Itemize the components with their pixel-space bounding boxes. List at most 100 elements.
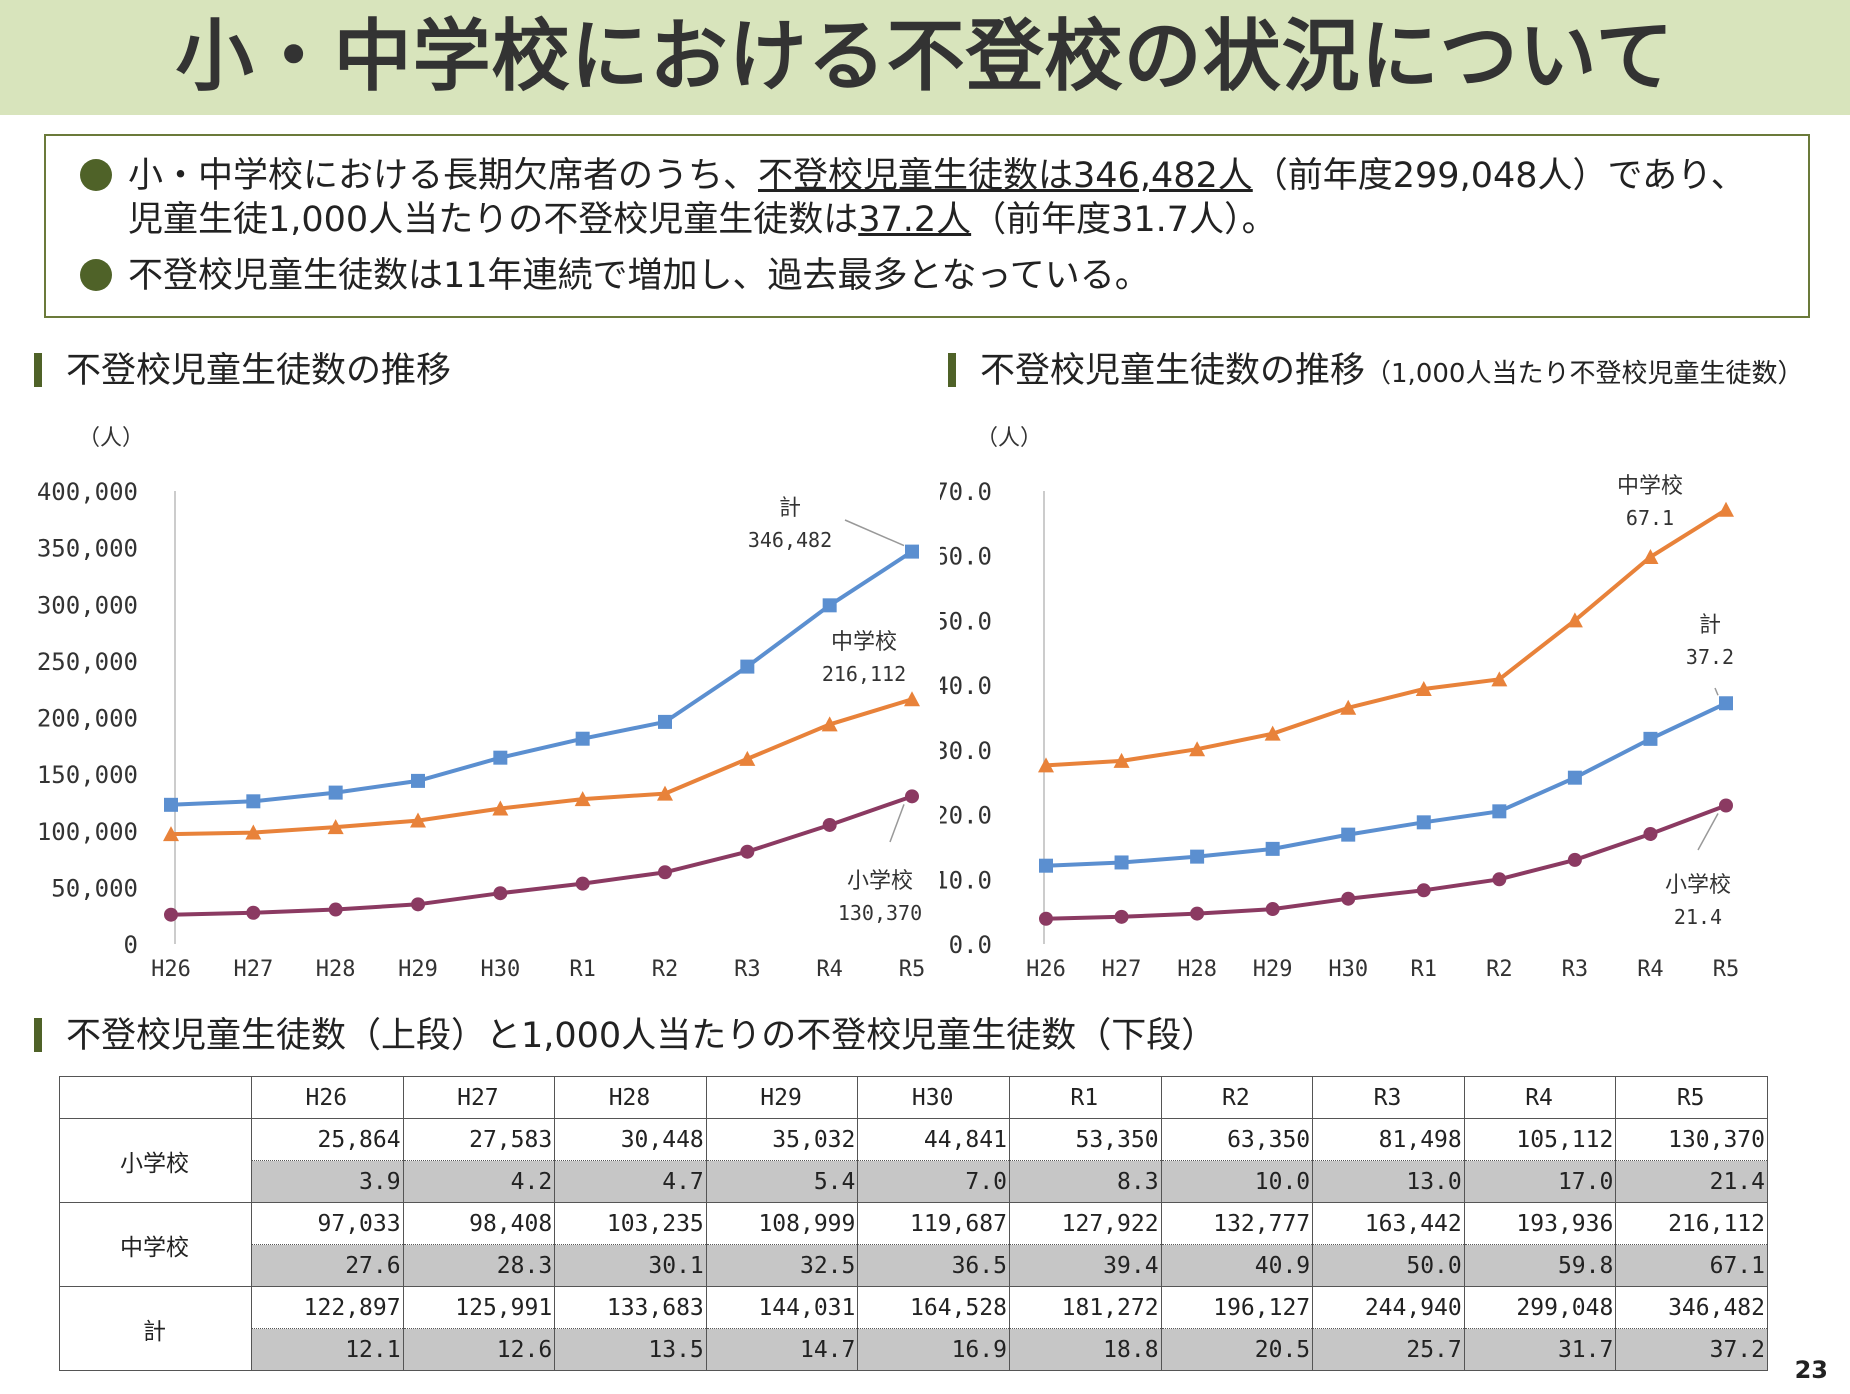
data-point-junior-high xyxy=(821,716,838,732)
title-banner: 小・中学校における不登校の状況について xyxy=(0,0,1850,115)
table-cell-rate: 27.6 xyxy=(251,1244,404,1287)
table-header-row: H26 H27 H28 H29 H30 R1 R2 R3 R4 R5 xyxy=(59,1076,1768,1119)
data-point-junior-high xyxy=(904,691,920,707)
data-point-total xyxy=(1114,855,1129,870)
table-row-rate: 12.1 12.6 13.5 14.7 16.9 18.8 20.5 25.7 31.7 37.2 xyxy=(60,1328,1768,1371)
data-point-elementary xyxy=(1190,906,1205,921)
y-tick-label: 30.0 xyxy=(940,737,992,765)
table-cell-count: 98,408 xyxy=(402,1202,556,1245)
table-cell-count: 27,583 xyxy=(402,1118,556,1161)
table-cell-count: 299,048 xyxy=(1463,1286,1617,1329)
section-marker-icon xyxy=(34,1018,42,1052)
data-table: H26 H27 H28 H29 H30 R1 R2 R3 R4 R5 小学校 25,864 27,58… xyxy=(59,1076,1768,1371)
table-column-header: H29 xyxy=(705,1076,859,1119)
summary-box: 小・中学校における長期欠席者のうち、不登校児童生徒数は346,482人（前年度2… xyxy=(44,134,1810,318)
table-cell-rate: 30.1 xyxy=(554,1244,707,1287)
x-tick-label: H26 xyxy=(151,957,191,982)
x-tick-label: R3 xyxy=(1562,957,1589,982)
table-cell-rate: 18.8 xyxy=(1008,1328,1162,1371)
data-point-junior-high xyxy=(163,826,179,842)
table-cell-rate: 3.9 xyxy=(251,1160,404,1203)
data-point-junior-high xyxy=(1340,699,1357,715)
data-point-total xyxy=(1492,804,1507,819)
table-cell-rate: 25.7 xyxy=(1312,1328,1465,1371)
table-cell-count: 119,687 xyxy=(857,1202,1010,1245)
table-column-header: R2 xyxy=(1160,1076,1314,1119)
table-column-header: H27 xyxy=(402,1076,556,1119)
bullet-dot-icon xyxy=(80,259,112,291)
data-point-elementary xyxy=(493,886,508,901)
y-tick-label: 60.0 xyxy=(940,543,992,571)
table-column-header: R4 xyxy=(1463,1076,1617,1119)
data-point-junior-high xyxy=(1189,741,1206,757)
table-cell-rate: 4.2 xyxy=(402,1160,556,1203)
table-row-count: 中学校 97,033 98,408 103,235 108,999 119,687 127,… xyxy=(59,1202,1768,1287)
table-row-label: 計 xyxy=(59,1286,252,1371)
x-tick-label: H26 xyxy=(1026,957,1066,982)
x-tick-label: H27 xyxy=(1102,957,1142,982)
x-tick-label: H28 xyxy=(1177,957,1217,982)
table-cell-count: 216,112 xyxy=(1615,1202,1768,1245)
highlight-total: 不登校児童生徒数は346,482人 xyxy=(758,156,1253,196)
y-tick-label: 40.0 xyxy=(940,672,992,700)
data-point-elementary xyxy=(658,865,672,880)
data-point-total xyxy=(164,797,178,812)
x-tick-label: H29 xyxy=(398,957,438,982)
data-point-total xyxy=(1567,770,1582,785)
table-cell-count: 103,235 xyxy=(554,1202,707,1245)
y-axis-unit: （人） xyxy=(78,426,144,451)
y-tick-label: 200,000 xyxy=(37,705,138,733)
x-tick-label: R2 xyxy=(1486,957,1513,982)
annotation-label-junior-high: 中学校 xyxy=(1617,474,1683,499)
table-cell-rate: 21.4 xyxy=(1615,1160,1768,1203)
data-point-elementary xyxy=(575,876,590,891)
annotation-value-junior-high: 67.1 xyxy=(1626,506,1674,530)
section-marker-icon xyxy=(34,353,42,387)
y-axis-unit: （人） xyxy=(976,426,1042,451)
table-column-header: H30 xyxy=(857,1076,1010,1119)
table-cell-rate: 28.3 xyxy=(402,1244,556,1287)
y-tick-label: 0.0 xyxy=(949,931,992,959)
y-tick-label: 150,000 xyxy=(37,761,138,789)
data-point-total xyxy=(493,750,508,765)
x-tick-label: R1 xyxy=(569,957,596,982)
annotation-label-junior-high: 中学校 xyxy=(831,630,897,655)
x-tick-label: R5 xyxy=(1713,957,1740,982)
series-line-elementary xyxy=(170,794,913,917)
table-cell-rate: 59.8 xyxy=(1463,1244,1617,1287)
x-tick-label: R5 xyxy=(899,957,926,982)
annotation-value-elementary: 130,370 xyxy=(838,901,922,925)
right-chart-title: 不登校児童生徒数の推移（1,000人当たり不登校児童生徒数） xyxy=(948,350,1803,395)
data-point-total xyxy=(822,598,837,613)
data-point-junior-high xyxy=(245,824,262,840)
data-point-total xyxy=(1039,858,1053,873)
annotation-value-total: 37.2 xyxy=(1686,645,1734,669)
y-tick-label: 400,000 xyxy=(37,478,138,506)
page-title: 小・中学校における不登校の状況について xyxy=(175,12,1675,102)
table-cell-count: 127,922 xyxy=(1008,1202,1162,1245)
table-row-count: 計 122,897 125,991 133,683 144,031 164,528 181,… xyxy=(59,1286,1768,1371)
y-tick-label: 0 xyxy=(124,931,138,959)
data-point-junior-high xyxy=(410,812,426,828)
table-cell-rate: 13.0 xyxy=(1312,1160,1465,1203)
x-tick-label: R4 xyxy=(1637,957,1664,982)
data-point-junior-high xyxy=(1038,757,1054,773)
data-point-elementary xyxy=(411,897,425,912)
data-point-junior-high xyxy=(1491,671,1508,687)
table-column-header: R3 xyxy=(1312,1076,1465,1119)
annotation-leader xyxy=(1714,687,1719,696)
data-point-elementary xyxy=(1643,826,1658,841)
summary-bullet-2: 不登校児童生徒数は11年連続で増加し、過去最多となっている。 xyxy=(80,254,1150,298)
chart-count-trend: （人） 0 50,000 100,000 150,000 200,000 250,000 30… xyxy=(37,426,926,982)
table-cell-rate: 10.0 xyxy=(1160,1160,1314,1203)
table-cell-count: 44,841 xyxy=(857,1118,1010,1161)
table-cell-rate: 12.6 xyxy=(402,1328,556,1371)
data-point-junior-high xyxy=(739,750,756,766)
data-point-elementary xyxy=(1265,902,1280,917)
series-line-total xyxy=(1045,701,1727,868)
table-cell-rate: 16.9 xyxy=(857,1328,1010,1371)
data-point-elementary xyxy=(1492,872,1507,887)
annotation-value-elementary: 21.4 xyxy=(1674,905,1722,929)
table-cell-count: 122,897 xyxy=(251,1286,404,1329)
table-cell-count: 25,864 xyxy=(251,1118,404,1161)
